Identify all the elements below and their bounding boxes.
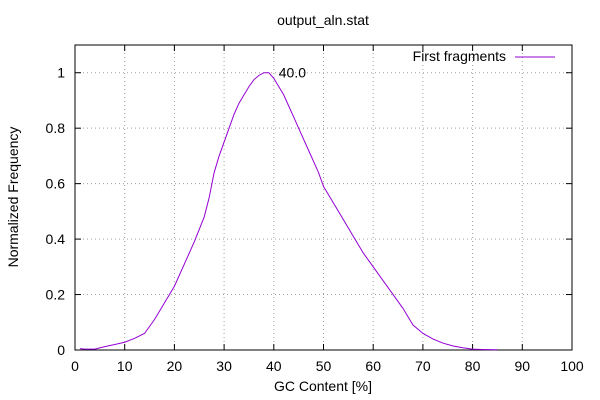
y-tick-label: 0.2: [46, 287, 66, 303]
y-axis-title: Normalized Frequency: [5, 127, 21, 268]
x-tick-label: 10: [117, 358, 133, 374]
y-tick-labels: 0 0.2 0.4 0.6 0.8 1: [46, 65, 66, 358]
x-tick-label: 60: [365, 358, 381, 374]
y-tick-label: 0.8: [46, 120, 66, 136]
x-tick-label: 70: [415, 358, 431, 374]
x-tick-label: 50: [316, 358, 332, 374]
x-tick-label: 0: [71, 358, 79, 374]
legend: First fragments: [413, 48, 555, 64]
grid: [75, 45, 572, 350]
peak-annotation: 40.0: [279, 65, 306, 81]
x-tick-label: 90: [515, 358, 531, 374]
x-tick-label: 30: [216, 358, 232, 374]
chart-title: output_aln.stat: [277, 12, 369, 28]
y-tick-label: 0.4: [46, 231, 66, 247]
x-tick-label: 40: [266, 358, 282, 374]
x-tick-labels: 0 10 20 30 40 50 60 70 80 90 100: [71, 358, 584, 374]
y-tick-label: 0.6: [46, 176, 66, 192]
x-tick-label: 100: [560, 358, 584, 374]
x-tick-label: 80: [465, 358, 481, 374]
x-axis-title: GC Content [%]: [274, 378, 372, 394]
axis-ticks: [74, 45, 573, 351]
x-tick-label: 20: [167, 358, 183, 374]
legend-label: First fragments: [413, 48, 506, 64]
y-tick-label: 0: [57, 342, 65, 358]
y-tick-label: 1: [57, 65, 65, 81]
series-line-first-fragments: [79, 72, 498, 351]
